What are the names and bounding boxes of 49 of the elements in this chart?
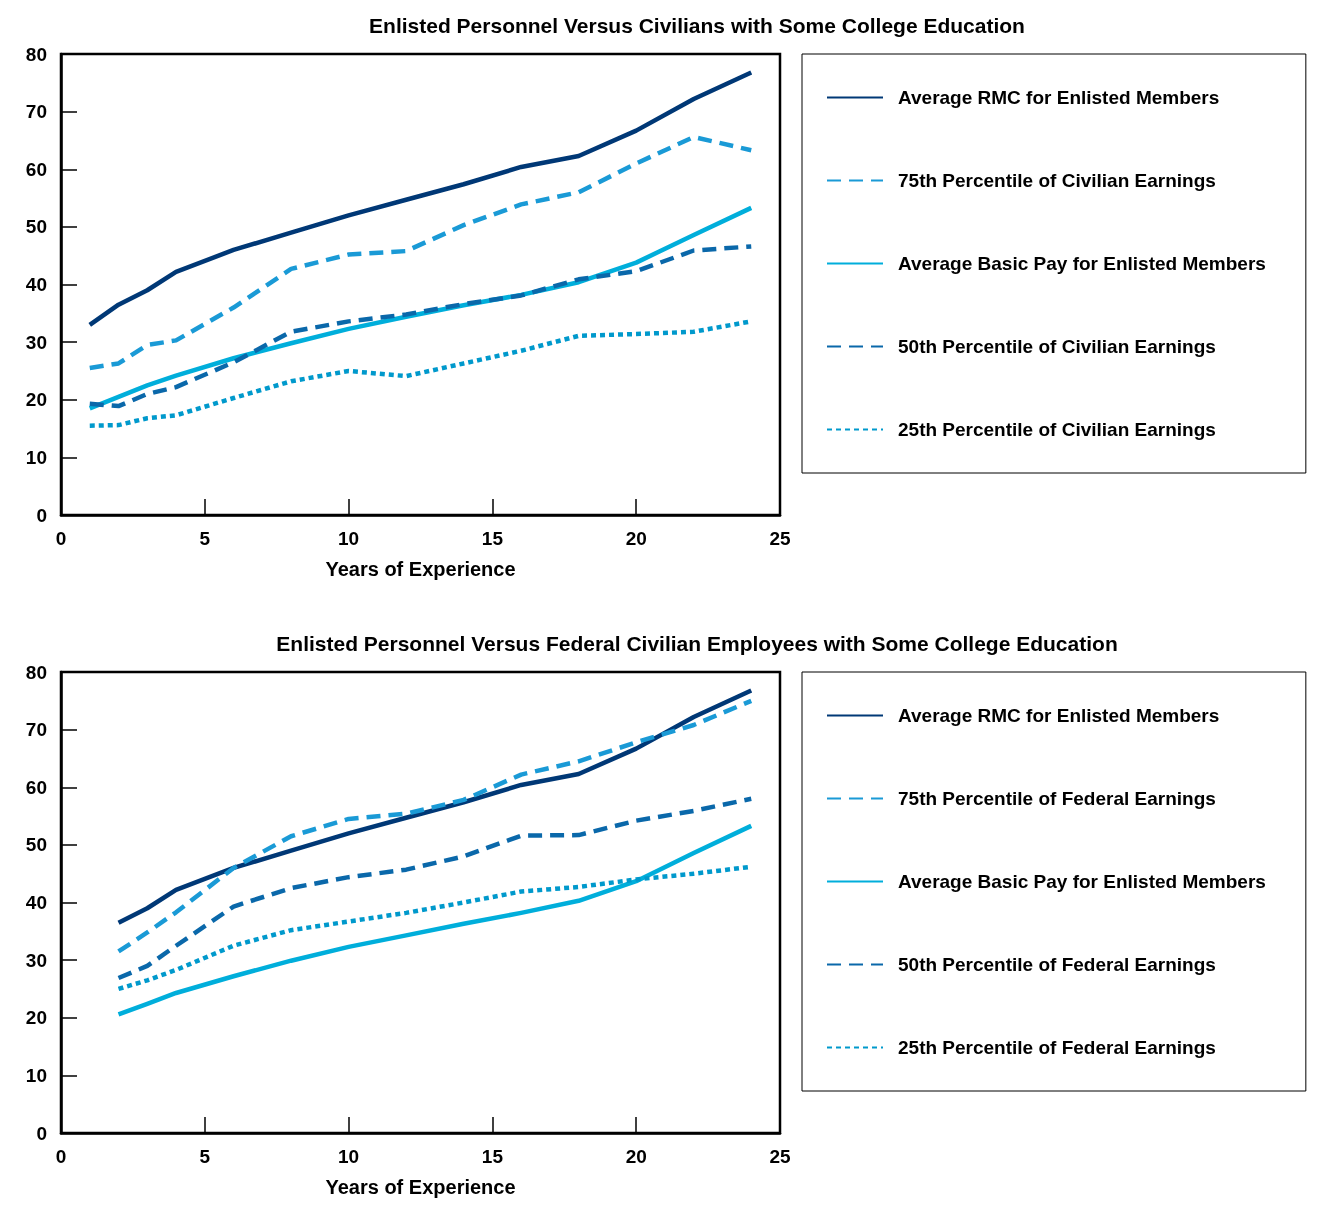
y-tick-label: 40 [25,274,47,295]
x-axis-title: Years of Experience [325,558,516,580]
legend-label: Average RMC for Enlisted Members [898,705,1220,726]
y-tick-label: 20 [25,389,47,411]
x-tick-label: 25 [769,528,791,549]
legend-label: 25th Percentile of Civilian Earnings [898,419,1216,440]
y-tick-label: 70 [25,719,47,741]
legend-label: 50th Percentile of Federal Earnings [898,954,1216,975]
legend-label: 50th Percentile of Civilian Earnings [898,336,1216,357]
y-tick-label: 80 [25,661,47,683]
y-tick-label: 30 [25,949,47,971]
legend-label: 75th Percentile of Civilian Earnings [898,170,1216,191]
y-tick-label: 30 [25,331,47,353]
line-series [116,796,754,981]
y-tick-label: 40 [25,892,47,913]
line-series [87,134,754,371]
line-series [87,70,754,328]
chart-title: Enlisted Personnel Versus Civilians with Some College Education [369,14,1025,37]
chart-title: Enlisted Personnel Versus Federal Civilian Employees with Some College Education [276,632,1118,655]
x-tick-label: 20 [625,1146,647,1167]
line-series [116,823,754,1017]
y-tick-label: 10 [25,446,47,468]
x-tick-label: 10 [338,1146,360,1167]
x-tick-label: 15 [481,1146,504,1167]
x-tick-label: 5 [199,528,211,549]
y-tick-label: 80 [25,43,47,65]
x-tick-label: 0 [55,1146,67,1167]
x-tick-label: 10 [338,528,360,549]
legend-label: Average Basic Pay for Enlisted Members [898,871,1266,892]
x-tick-label: 20 [625,528,647,549]
x-tick-label: 25 [769,1146,791,1167]
x-axis-title: Years of Experience [325,1176,516,1198]
y-tick-label: 50 [25,834,47,856]
y-tick-label: 70 [25,101,47,123]
y-tick-label: 60 [25,776,47,798]
legend-label: 25th Percentile of Federal Earnings [898,1037,1216,1058]
y-tick-label: 20 [25,1007,47,1029]
legend-label: Average RMC for Enlisted Members [898,87,1220,108]
x-tick-label: 15 [481,528,504,549]
x-tick-label: 0 [55,528,67,549]
y-tick-label: 10 [25,1064,47,1086]
y-tick-label: 60 [25,158,47,180]
legend-label: Average Basic Pay for Enlisted Members [898,253,1266,274]
line-series [87,244,754,409]
legend-label: 75th Percentile of Federal Earnings [898,788,1216,809]
y-tick-label: 50 [25,216,47,238]
y-tick-label: 0 [36,1122,47,1144]
x-tick-label: 5 [199,1146,211,1167]
y-tick-label: 0 [36,504,47,526]
